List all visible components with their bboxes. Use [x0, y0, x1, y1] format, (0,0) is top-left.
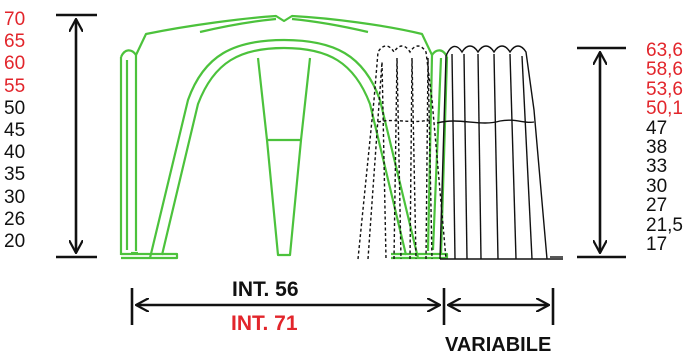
- right_scale-label: 17: [646, 234, 668, 255]
- int-71-label: INT. 71: [231, 312, 298, 335]
- left_scale-label: 26: [4, 208, 26, 230]
- right_scale-label: 63,6: [646, 40, 683, 61]
- right-height-arrow: [577, 46, 626, 259]
- left_scale-label: 65: [4, 31, 26, 53]
- left_scale-label: 35: [4, 164, 26, 186]
- right_scale-label: 21,5: [646, 214, 683, 236]
- variable-label: VARIABILE: [445, 334, 552, 356]
- right_scale-label: 27: [646, 195, 668, 217]
- left_scale-label: 30: [4, 186, 26, 208]
- left_scale-label: 50: [4, 97, 26, 119]
- right_scale-label: 30: [646, 175, 668, 197]
- right_scale-label: 33: [646, 156, 668, 178]
- left_scale-label: 55: [4, 75, 26, 97]
- int-width-arrow: [130, 288, 446, 325]
- green-arch-profile: [119, 14, 449, 260]
- right_scale-label: 47: [646, 117, 668, 139]
- left-height-arrow: [56, 13, 97, 259]
- right_scale-label: 38: [646, 137, 668, 158]
- right_scale-label: 58,6: [646, 59, 683, 81]
- left_scale-label: 60: [4, 53, 26, 75]
- left_scale-label: 70: [4, 9, 26, 30]
- int-56-label: INT. 56: [232, 278, 299, 301]
- left_scale-label: 20: [4, 231, 26, 252]
- left_scale-label: 40: [4, 142, 26, 164]
- dotted-variable-profile: [357, 45, 447, 260]
- right_scale-label: 50,1: [646, 98, 683, 120]
- right_scale-label: 53,6: [646, 78, 683, 100]
- variable-width-arrow: [448, 288, 555, 325]
- solid-variable-profile: [436, 45, 563, 260]
- left_scale-label: 45: [4, 120, 26, 141]
